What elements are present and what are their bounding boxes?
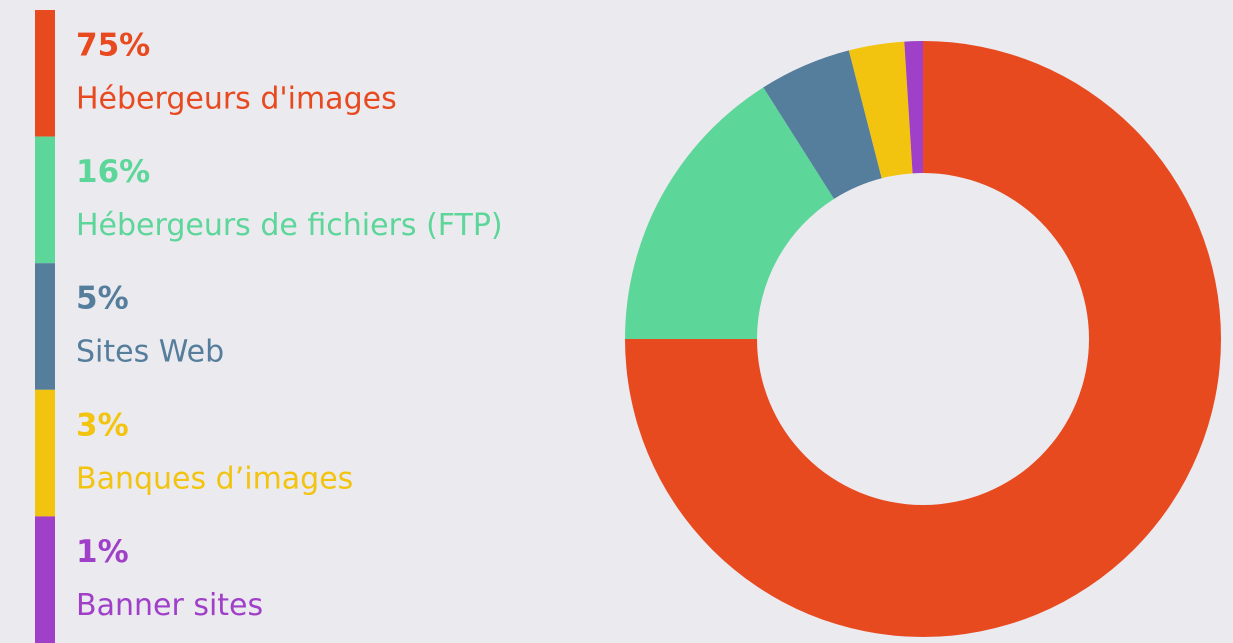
legend-swatch [35,389,55,517]
legend-value: 5% [76,281,129,317]
legend-value: 1% [76,534,129,570]
legend-swatch [35,136,55,264]
legend-value: 75% [76,28,150,64]
donut-slice [625,41,1221,637]
donut-slice [904,41,923,174]
legend-swatch [35,263,55,390]
legend-label: Hébergeurs d'images [76,82,397,117]
donut-slice [848,41,913,179]
legend-value: 3% [76,407,129,443]
donut-slice [763,50,882,199]
legend-label: Banner sites [76,588,263,623]
legend-swatch [35,516,55,643]
legend-label: Sites Web [76,335,224,370]
donut-slice [625,87,835,339]
legend-swatch [35,10,55,137]
legend-label: Banques d’images [76,461,353,496]
legend-value: 16% [76,154,150,190]
legend-label: Hébergeurs de fichiers (FTP) [76,208,503,243]
